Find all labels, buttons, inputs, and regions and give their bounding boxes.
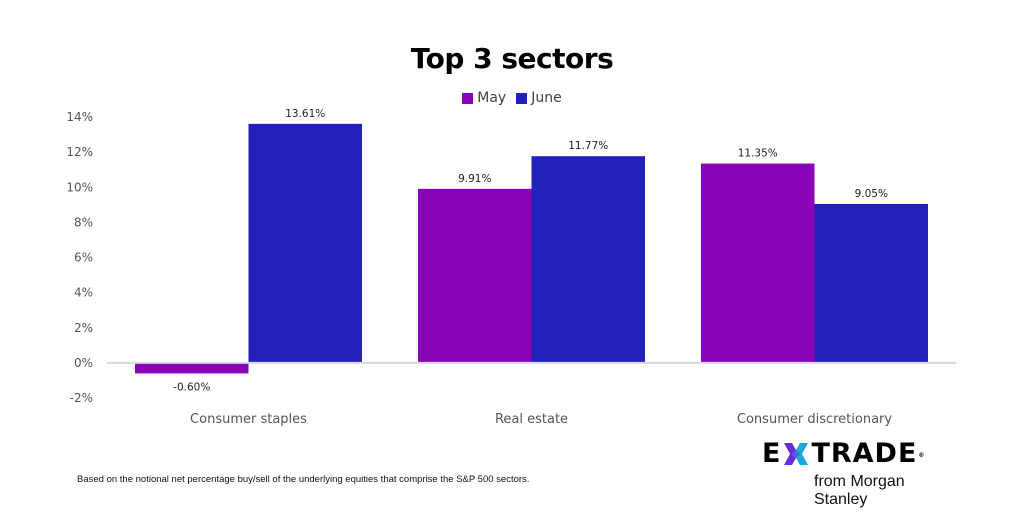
y-tick-label: 10% [66,180,93,194]
bar-june [814,203,928,363]
y-tick-label: 8% [74,215,93,229]
chart-legend: May June [0,90,1024,106]
y-tick-label: 4% [74,286,93,300]
logo-registered: ® [918,452,926,459]
bar-may [701,163,815,363]
footnote: Based on the notional net percentage buy… [77,474,530,485]
bar-june [531,156,645,363]
bar-may [135,362,249,374]
x-category-label: Consumer discretionary [737,412,892,427]
legend-swatch-june [516,92,528,104]
data-label: -0.60% [173,381,210,393]
legend-swatch-may [462,92,474,104]
logo-star-icon [784,443,809,465]
logo-text-e: E [762,438,782,469]
data-label: 11.35% [738,148,778,160]
y-tick-label: 12% [66,145,93,159]
bar-june [248,123,362,363]
legend-item-june: June [516,90,562,106]
legend-label-may: May [477,90,507,106]
data-label: 13.61% [285,108,325,120]
y-tick-label: 14% [66,110,93,124]
y-tick-label: -2% [70,391,93,405]
x-category-label: Consumer staples [190,412,307,427]
data-label: 9.05% [855,188,888,200]
y-tick-label: 6% [74,251,93,265]
etrade-logo: E TRADE ® from Morgan Stanley [762,437,962,509]
data-label: 11.77% [568,140,608,152]
chart-title: Top 3 sectors [410,42,614,75]
data-label: 9.91% [458,173,491,185]
legend-item-may: May [462,90,506,106]
bar-may [418,188,532,363]
logo-text-trade: TRADE [811,438,918,469]
y-tick-label: 2% [74,321,93,335]
logo-tagline: from Morgan Stanley [814,473,905,508]
x-category-label: Real estate [495,412,568,427]
y-tick-label: 0% [74,356,93,370]
legend-label-june: June [531,90,562,106]
